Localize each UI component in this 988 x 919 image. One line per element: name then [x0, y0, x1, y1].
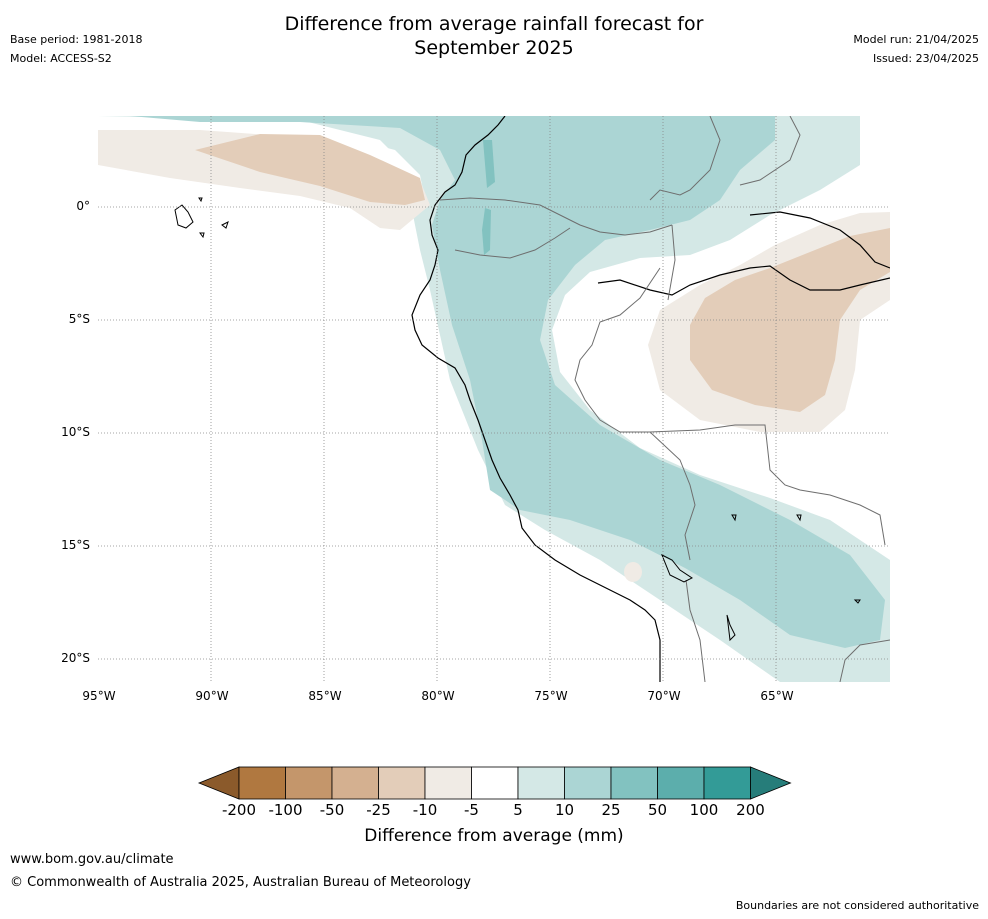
colorbar-segment [238, 766, 286, 800]
colorbar-tick-label: 5 [513, 801, 523, 819]
lon-label-90w: 90°W [195, 689, 229, 703]
lat-label-0: 0° [76, 199, 90, 213]
colorbar-tick-label: -25 [366, 801, 391, 819]
colorbar-segment [378, 766, 426, 800]
lon-label-85w: 85°W [308, 689, 342, 703]
colorbar-segment [564, 766, 612, 800]
colorbar [197, 766, 792, 800]
lon-label-70w: 70°W [647, 689, 681, 703]
colorbar-tick-label: -200 [221, 801, 257, 819]
coastline [597, 265, 890, 296]
colorbar-segment [471, 766, 519, 800]
galapagos-islands [174, 197, 229, 239]
title-line-1: Difference from average rainfall forecas… [284, 13, 704, 35]
colorbar-tick-label: -50 [319, 801, 345, 819]
coastline [411, 116, 661, 682]
model-name: Model: ACCESS-S2 [10, 52, 112, 65]
metadata-right: Model run: 21/04/2025 Issued: 23/04/2025 [853, 30, 979, 68]
lon-label-75w: 75°W [534, 689, 568, 703]
website-link[interactable]: www.bom.gov.au/climate [10, 852, 174, 867]
rainfall-map [98, 116, 890, 682]
anomaly-region-neg10-neg25 [690, 228, 890, 412]
colorbar-tick-label: -5 [464, 801, 479, 819]
map-title: Difference from average rainfall forecas… [0, 12, 988, 60]
colorbar-tick-label: 100 [689, 801, 719, 819]
colorbar-extend-high [750, 766, 792, 800]
disclaimer-text: Boundaries are not considered authoritat… [735, 899, 979, 912]
metadata-left: Base period: 1981-2018 Model: ACCESS-S2 [10, 30, 142, 68]
lon-label-95w: 95°W [82, 689, 116, 703]
issued-date: Issued: 23/04/2025 [872, 52, 979, 65]
colorbar-segment [657, 766, 705, 800]
anomaly-region-25-50 [482, 208, 491, 255]
anomaly-region-10-25 [130, 116, 885, 648]
coastline [749, 211, 890, 269]
colorbar-tick-label: 200 [736, 801, 765, 819]
anomaly-region-25-50 [483, 140, 495, 188]
lat-label-5s: 5°S [68, 312, 90, 326]
colorbar-tick-label: -100 [268, 801, 303, 819]
colorbar-extend-low [197, 766, 240, 800]
lat-label-10s: 10°S [61, 425, 90, 439]
colorbar-segments [197, 766, 792, 800]
lakes [661, 514, 861, 642]
colorbar-segment [331, 766, 379, 800]
anomaly-region-neg5-neg10 [624, 562, 642, 582]
country-boundaries [439, 116, 890, 682]
copyright-text: © Commonwealth of Australia 2025, Austra… [10, 875, 471, 890]
lat-label-15s: 15°S [61, 538, 90, 552]
anomaly-region-neg10-neg25 [195, 134, 425, 205]
colorbar-segment [517, 766, 565, 800]
colorbar-segment [703, 766, 751, 800]
colorbar-segment [610, 766, 658, 800]
map-frame [98, 116, 890, 682]
colorbar-tick-label: 50 [647, 801, 668, 819]
model-run: Model run: 21/04/2025 [853, 33, 979, 46]
lon-label-80w: 80°W [421, 689, 455, 703]
lon-label-65w: 65°W [760, 689, 794, 703]
colorbar-tick-label: -10 [412, 801, 438, 819]
colorbar-segment [424, 766, 472, 800]
base-period: Base period: 1981-2018 [10, 33, 143, 46]
colorbar-tick-label: 25 [601, 801, 621, 819]
gridlines [98, 116, 890, 682]
title-line-2: September 2025 [414, 37, 574, 59]
colorbar-segment [285, 766, 333, 800]
colorbar-label: Difference from average (mm) [364, 826, 624, 846]
lat-label-20s: 20°S [61, 651, 90, 665]
colorbar-tick-label: 10 [554, 801, 575, 819]
